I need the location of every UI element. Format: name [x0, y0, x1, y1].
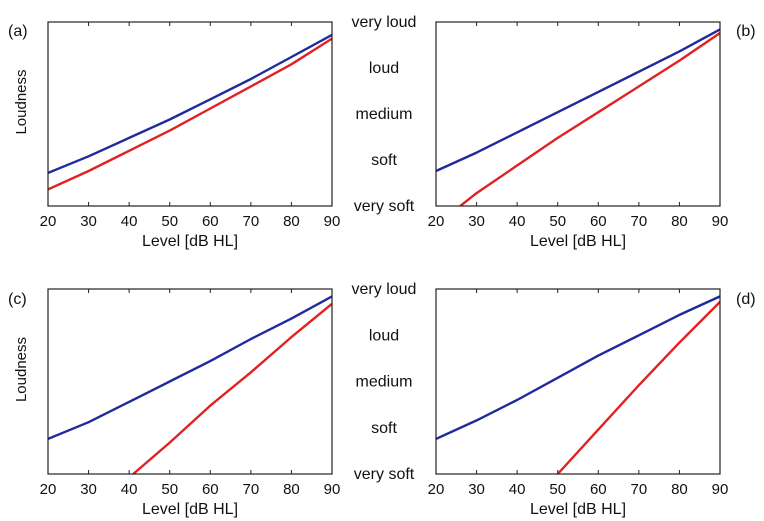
x-tick-label: 20: [428, 213, 445, 230]
x-tick-label: 30: [80, 213, 97, 230]
x-tick-label: 20: [428, 481, 445, 498]
blue-series-line: [436, 28, 720, 173]
x-tick-label: 90: [712, 481, 729, 498]
y-axis-title: Loudness: [13, 337, 30, 402]
x-tick-label: 50: [161, 481, 178, 498]
x-tick-label: 80: [283, 213, 300, 230]
x-tick-label: 40: [509, 481, 526, 498]
panel-a: 20 30 40 50 60 70 80 90 Level [dB HL] Loudness (a): [8, 21, 341, 250]
x-tick-label: 80: [671, 481, 688, 498]
x-tick-label: 30: [468, 481, 485, 498]
plot-frame: [47, 288, 333, 475]
x-tick-label: 20: [40, 213, 57, 230]
panel-c: 20 30 40 50 60 70 80 90 Level [dB HL] Loudness (c): [8, 288, 341, 518]
x-tick-label: 50: [549, 213, 566, 230]
plot-frame: [47, 21, 333, 207]
category-label: very loud: [352, 14, 417, 31]
category-label: loud: [369, 60, 399, 77]
x-axis-title: Level [dB HL]: [142, 501, 238, 518]
x-tick-label: 50: [549, 481, 566, 498]
x-tick-label: 20: [40, 481, 57, 498]
loudness-category-scale-top: very loud loud medium soft very soft: [352, 14, 417, 215]
x-tick-label: 70: [631, 213, 648, 230]
y-axis-title: Loudness: [13, 69, 30, 134]
panel-b: 20 30 40 50 60 70 80 90 Level [dB HL] (b): [428, 21, 756, 250]
x-tick-label: 30: [468, 213, 485, 230]
category-label: loud: [369, 327, 399, 344]
x-tick-label: 60: [202, 213, 219, 230]
panel-label: (a): [8, 23, 28, 40]
category-label: very soft: [354, 466, 415, 483]
x-tick-label: 80: [671, 213, 688, 230]
category-label: medium: [356, 374, 413, 391]
category-label: soft: [371, 420, 397, 437]
panel-d: 20 30 40 50 60 70 80 90 Level [dB HL] (d): [428, 288, 756, 518]
category-label: very soft: [354, 198, 415, 215]
x-tick-label: 30: [80, 481, 97, 498]
loudness-category-scale-bottom: very loud loud medium soft very soft: [352, 281, 417, 483]
x-tick-label: 70: [243, 481, 260, 498]
blue-series-line: [48, 33, 332, 175]
plot-frame: [435, 21, 721, 207]
x-tick-label: 40: [121, 213, 138, 230]
x-tick-label: 70: [631, 481, 648, 498]
x-tick-label: 70: [243, 213, 260, 230]
x-axis-title: Level [dB HL]: [530, 501, 626, 518]
plot-frame: [435, 288, 721, 475]
blue-series-line: [48, 295, 332, 441]
x-tick-label: 80: [283, 481, 300, 498]
x-tick-label: 60: [202, 481, 219, 498]
x-tick-label: 90: [324, 213, 341, 230]
x-tick-label: 40: [121, 481, 138, 498]
x-tick-label: 60: [590, 213, 607, 230]
category-label: medium: [356, 106, 413, 123]
x-tick-label: 50: [161, 213, 178, 230]
red-series-line: [459, 32, 720, 206]
red-series-line: [48, 37, 332, 191]
x-tick-label: 40: [509, 213, 526, 230]
category-label: very loud: [352, 281, 417, 298]
x-axis-title: Level [dB HL]: [142, 233, 238, 250]
x-tick-label: 60: [590, 481, 607, 498]
category-label: soft: [371, 152, 397, 169]
x-tick-label: 90: [324, 481, 341, 498]
red-series-line: [556, 301, 720, 474]
panel-label: (d): [736, 291, 756, 308]
panel-label: (b): [736, 23, 756, 40]
x-tick-label: 90: [712, 213, 729, 230]
red-series-line: [132, 302, 332, 474]
x-axis-title: Level [dB HL]: [530, 233, 626, 250]
panel-label: (c): [8, 291, 27, 308]
blue-series-line: [436, 295, 720, 440]
